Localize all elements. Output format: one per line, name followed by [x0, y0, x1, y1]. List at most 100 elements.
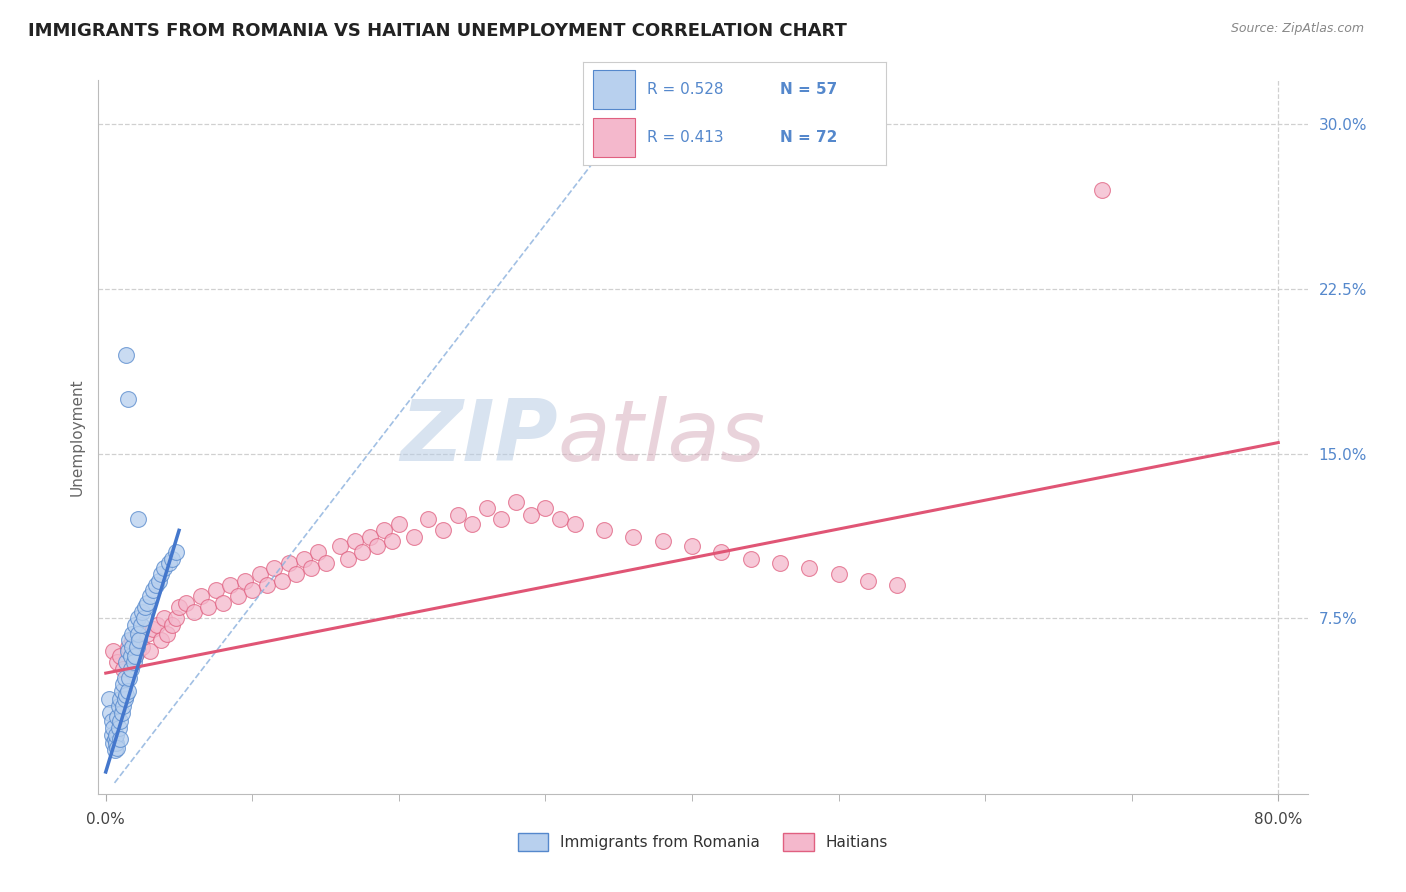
Point — [108, 721, 131, 735]
Point — [124, 648, 146, 663]
Point — [135, 596, 157, 610]
Point — [156, 626, 179, 640]
Point — [142, 622, 165, 636]
Point — [108, 699, 131, 714]
Point — [121, 633, 143, 648]
Point — [165, 545, 187, 559]
Point — [491, 512, 513, 526]
Point — [117, 644, 139, 658]
Point — [150, 567, 173, 582]
Point — [886, 578, 908, 592]
Point — [120, 648, 142, 663]
Point — [138, 644, 160, 658]
Point — [292, 552, 315, 566]
Point — [124, 648, 146, 663]
Point — [329, 539, 352, 553]
Point — [142, 582, 165, 597]
Point — [856, 574, 879, 588]
Text: R = 0.413: R = 0.413 — [647, 130, 724, 145]
Point — [97, 692, 120, 706]
Point — [112, 677, 135, 691]
Point — [299, 560, 322, 574]
Legend: Immigrants from Romania, Haitians: Immigrants from Romania, Haitians — [512, 827, 894, 857]
Point — [103, 731, 125, 746]
Point — [117, 683, 139, 698]
Point — [315, 557, 337, 571]
Point — [219, 578, 242, 592]
Point — [336, 552, 359, 566]
Point — [167, 600, 190, 615]
Point — [105, 728, 128, 742]
Point — [110, 648, 132, 663]
Point — [270, 574, 292, 588]
Y-axis label: Unemployment: Unemployment — [69, 378, 84, 496]
Point — [380, 534, 402, 549]
Point — [475, 501, 498, 516]
Point — [593, 524, 616, 538]
Point — [117, 640, 139, 654]
Point — [101, 644, 124, 658]
Point — [827, 567, 849, 582]
Point — [240, 582, 263, 597]
Point — [129, 617, 152, 632]
Point — [548, 512, 571, 526]
Point — [132, 611, 155, 625]
Point — [352, 545, 374, 559]
Point — [343, 534, 366, 549]
Point — [112, 662, 135, 676]
Point — [150, 633, 173, 648]
Point — [388, 516, 411, 531]
Text: N = 72: N = 72 — [780, 130, 838, 145]
Point — [157, 557, 180, 571]
Bar — [592, 118, 636, 157]
Text: ZIP: ZIP — [401, 395, 558, 479]
Point — [115, 655, 138, 669]
Text: IMMIGRANTS FROM ROMANIA VS HAITIAN UNEMPLOYMENT CORRELATION CHART: IMMIGRANTS FROM ROMANIA VS HAITIAN UNEMP… — [28, 22, 846, 40]
Text: atlas: atlas — [558, 395, 766, 479]
Point — [197, 600, 219, 615]
Point — [101, 736, 124, 750]
Point — [233, 574, 256, 588]
Point — [176, 596, 198, 610]
Point — [101, 721, 124, 735]
Point — [110, 714, 132, 729]
Point — [131, 605, 153, 619]
Point — [505, 495, 527, 509]
Point — [105, 736, 128, 750]
Point — [564, 516, 586, 531]
Point — [135, 626, 157, 640]
Point — [256, 578, 278, 592]
Point — [740, 552, 762, 566]
Point — [263, 560, 285, 574]
Point — [249, 567, 271, 582]
Point — [110, 692, 132, 706]
Point — [799, 560, 821, 574]
Point — [402, 530, 425, 544]
Point — [366, 539, 388, 553]
Point — [100, 714, 122, 729]
Point — [103, 743, 125, 757]
Point — [121, 640, 143, 654]
Point — [127, 512, 149, 526]
Point — [124, 617, 146, 632]
Point — [153, 560, 176, 574]
Point — [145, 578, 167, 592]
Point — [111, 706, 134, 720]
Point — [127, 611, 149, 625]
Point — [710, 545, 733, 559]
Point — [153, 611, 176, 625]
Point — [165, 611, 187, 625]
Point — [278, 557, 301, 571]
Point — [107, 740, 129, 755]
Point — [204, 582, 226, 597]
Point — [115, 348, 138, 362]
Point — [100, 728, 122, 742]
Point — [112, 699, 135, 714]
Point — [621, 530, 644, 544]
Point — [432, 524, 454, 538]
Point — [651, 534, 673, 549]
Point — [160, 552, 183, 566]
Text: Source: ZipAtlas.com: Source: ZipAtlas.com — [1230, 22, 1364, 36]
Text: R = 0.528: R = 0.528 — [647, 81, 724, 96]
Point — [127, 644, 149, 658]
